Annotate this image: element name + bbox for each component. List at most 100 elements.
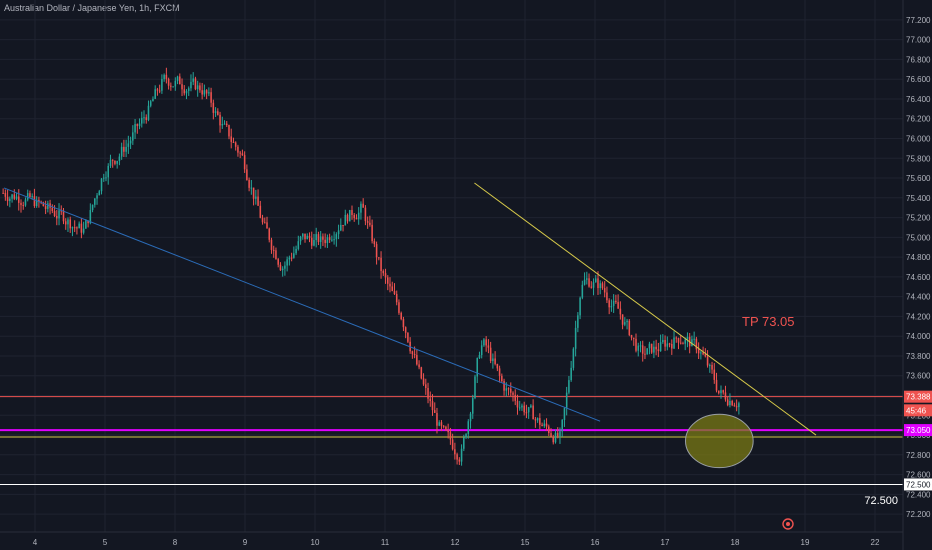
- candle-body: [129, 140, 132, 144]
- candle-body: [60, 210, 63, 212]
- price-badge: [904, 390, 932, 403]
- candle-body: [29, 193, 31, 197]
- candle-body: [425, 384, 427, 388]
- candle-body: [608, 300, 610, 308]
- candle-body: [476, 358, 479, 377]
- candle-body: [503, 381, 505, 391]
- candle-body: [386, 277, 389, 284]
- time-axis[interactable]: 4 5 8 9 10 11 12 15 16 17 18 19 22: [0, 531, 903, 547]
- time-tick-label: 16: [591, 538, 600, 547]
- candle-body: [556, 432, 559, 437]
- candle-body: [635, 338, 637, 351]
- candle-body: [615, 300, 617, 303]
- candle-body: [140, 117, 143, 124]
- candle-body: [449, 432, 452, 440]
- candle-body: [17, 196, 20, 203]
- candle-body: [357, 212, 360, 220]
- candle-body: [78, 223, 80, 229]
- candle-body: [418, 364, 420, 368]
- candle-body: [42, 202, 45, 207]
- candle-body: [24, 199, 27, 206]
- candle-body: [360, 203, 362, 213]
- candle-body: [190, 81, 192, 89]
- candle-body: [559, 431, 561, 437]
- candle-body: [590, 286, 593, 288]
- candle-body: [15, 196, 18, 199]
- candle-body: [310, 237, 313, 246]
- price-badge: [904, 478, 932, 491]
- candle-body: [237, 146, 239, 153]
- price-tick-label: 75.400: [906, 194, 931, 203]
- candle-body: [492, 358, 494, 361]
- candle-body: [471, 398, 474, 414]
- candle-body: [480, 345, 483, 355]
- price-tick-label: 72.400: [906, 490, 931, 499]
- candle-body: [143, 117, 145, 119]
- reset-icon[interactable]: [782, 518, 794, 530]
- candle-body: [548, 426, 550, 434]
- chart-title: Australian Dollar / Japanese Yen, 1h, FX…: [4, 3, 180, 13]
- candle-body: [192, 78, 194, 82]
- candle-body: [404, 327, 407, 333]
- candle-body: [132, 132, 134, 141]
- candle-body: [161, 79, 163, 91]
- candle-body: [729, 401, 731, 406]
- candle-body: [111, 159, 114, 161]
- candle-body: [720, 390, 722, 394]
- candle-body: [527, 407, 530, 413]
- candle-body: [583, 279, 586, 285]
- price-tick-label: 73.600: [906, 372, 931, 381]
- candle-body: [532, 405, 534, 420]
- time-tick-label: 12: [451, 538, 460, 547]
- candle-body: [717, 390, 720, 394]
- candle-body: [194, 78, 197, 90]
- time-tick-label: 4: [33, 538, 38, 547]
- candle-body: [281, 268, 284, 271]
- candle-body: [378, 257, 380, 259]
- price-tick-label: 74.800: [906, 253, 931, 262]
- candle-body: [454, 449, 456, 455]
- candle-body: [279, 264, 282, 271]
- candle-body: [469, 413, 472, 422]
- price-badge: [904, 404, 932, 417]
- candle-body: [505, 388, 508, 391]
- candle-body: [572, 348, 575, 368]
- candle-body: [255, 196, 257, 199]
- candle-body: [120, 146, 123, 157]
- price-tick-label: 77.200: [906, 16, 931, 25]
- candle-body: [530, 405, 532, 408]
- candle-body: [328, 237, 331, 240]
- candle-body: [704, 354, 707, 357]
- candle-body: [355, 218, 358, 220]
- price-tick-label: 76.000: [906, 135, 931, 144]
- candle-body: [550, 433, 552, 437]
- candle-body: [306, 235, 309, 240]
- candle-body: [187, 88, 190, 92]
- horizontal-levels: [0, 396, 903, 485]
- candle-body: [295, 248, 297, 254]
- candle-body: [509, 388, 512, 393]
- candle-body: [304, 233, 306, 240]
- candle-body: [543, 423, 546, 427]
- candle-body: [496, 363, 499, 369]
- candle-body: [9, 198, 11, 202]
- candle-body: [489, 347, 492, 361]
- level-label-72500: 72.500: [864, 495, 898, 507]
- candle-body: [337, 230, 340, 235]
- candle-body: [94, 198, 96, 205]
- candle-body: [619, 308, 622, 315]
- candle-body: [185, 91, 188, 94]
- candle-body: [275, 250, 277, 260]
- time-tick-label: 5: [103, 538, 108, 547]
- candle-body: [362, 203, 364, 208]
- price-tick-label: 75.800: [906, 154, 931, 163]
- trendlines-layer[interactable]: [3, 182, 817, 436]
- price-axis[interactable]: 77.200 77.000 76.800 76.600 76.400 76.200 76.0…: [902, 0, 931, 550]
- target-ellipse[interactable]: [685, 413, 754, 469]
- candle-body: [107, 165, 110, 178]
- time-tick-label: 15: [521, 538, 530, 547]
- price-tick-label: 76.800: [906, 55, 931, 64]
- candle-body: [33, 196, 36, 207]
- candle-body: [429, 398, 432, 402]
